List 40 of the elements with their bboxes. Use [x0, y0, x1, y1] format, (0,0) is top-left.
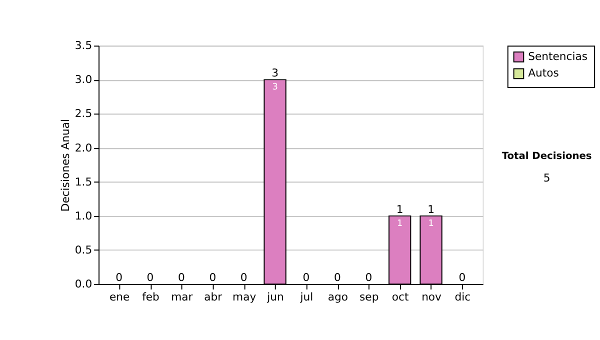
- total-label: 0: [178, 271, 185, 284]
- y-tick-label: 1.0: [74, 209, 92, 222]
- x-tick-label: abr: [204, 290, 223, 304]
- x-tick-label: jul: [299, 290, 314, 304]
- total-label: 3: [272, 66, 279, 80]
- x-tick-label: jun: [266, 290, 284, 304]
- x-tick-label: nov: [422, 290, 442, 304]
- text: 5: [543, 172, 550, 185]
- total-label: 1: [428, 202, 434, 216]
- y-tick-label: 3.0: [74, 73, 92, 86]
- total-label: 0: [146, 271, 154, 284]
- legend-label: Autos: [528, 66, 560, 80]
- y-tick-label: 2.0: [74, 141, 92, 154]
- total-label: 1: [396, 202, 404, 216]
- y-tick-label: 1.5: [74, 175, 92, 188]
- total-label: 0: [116, 271, 123, 284]
- x-tick-label: ago: [328, 290, 348, 304]
- total-label: 0: [458, 271, 466, 284]
- y-axis-title: Decisiones Anual: [58, 119, 72, 212]
- x-tick-label: mar: [171, 290, 194, 304]
- x-tick-label: oct: [392, 290, 409, 304]
- x-tick-label: ene: [109, 290, 130, 304]
- text: Total Decisiones: [502, 150, 592, 162]
- data-label: 3: [272, 82, 278, 93]
- data-label: 1: [428, 218, 434, 229]
- total-label: 0: [240, 271, 248, 284]
- x-tick-label: dic: [454, 290, 471, 304]
- y-tick-label: 3.5: [74, 39, 92, 52]
- y-tick-label: 0.0: [74, 278, 92, 291]
- x-tick-label: sep: [360, 290, 379, 304]
- x-tick-label: feb: [142, 290, 160, 304]
- x-tick-label: may: [232, 290, 257, 304]
- total-label: 0: [302, 271, 310, 284]
- y-tick-label: 0.5: [74, 243, 92, 256]
- y-tick-label: 2.5: [74, 107, 92, 120]
- legend-label: Sentencias: [528, 50, 588, 63]
- data-label: 1: [397, 218, 403, 229]
- total-label: 0: [334, 271, 341, 284]
- total-label: 0: [209, 271, 216, 284]
- total-label: 0: [365, 271, 372, 284]
